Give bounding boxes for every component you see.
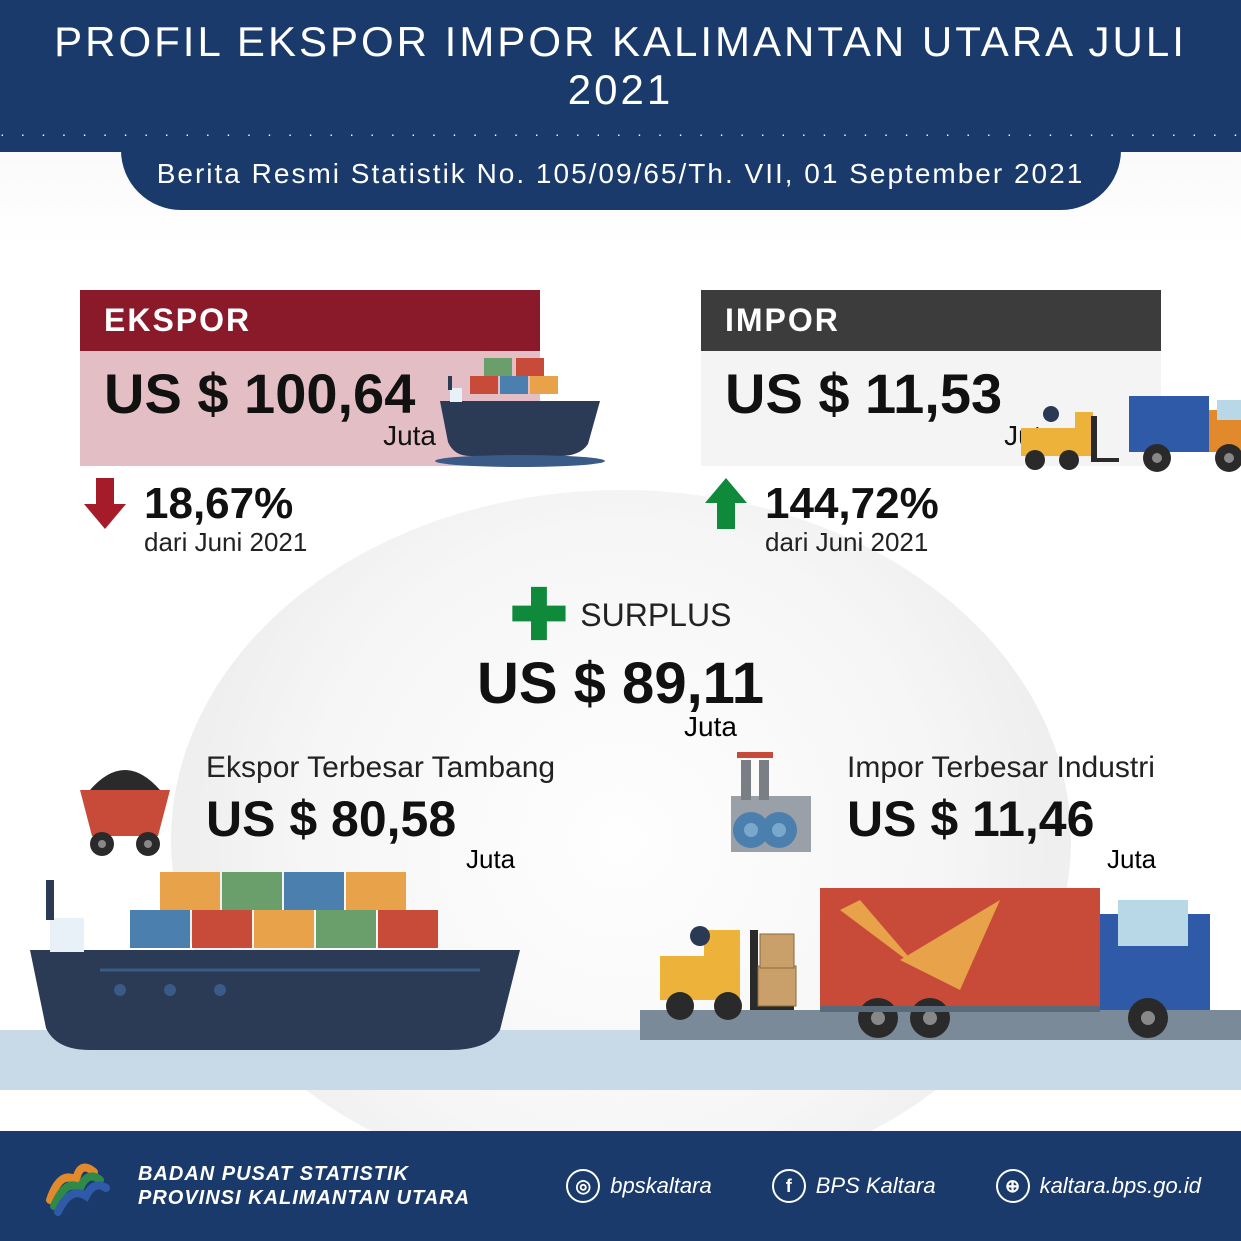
ekspor-sector-label: Ekspor Terbesar Tambang <box>206 750 555 786</box>
instagram-handle: bpskaltara <box>610 1173 712 1199</box>
header-band: PROFIL EKSPOR IMPOR KALIMANTAN UTARA JUL… <box>0 0 1241 152</box>
port-illustration <box>0 840 1241 1090</box>
ekspor-header: EKSPOR <box>80 290 540 351</box>
plus-icon: ✚ <box>510 580 569 650</box>
website-url: kaltara.bps.go.id <box>1040 1173 1201 1199</box>
impor-card: IMPOR US $ 11,53 Juta <box>701 290 1161 558</box>
footer-org: BADAN PUSAT STATISTIK PROVINSI KALIMANTA… <box>138 1162 470 1210</box>
arrow-down-icon <box>80 476 130 531</box>
ekspor-body: US $ 100,64 Juta <box>80 351 540 466</box>
ekspor-change-pct: 18,67% <box>144 479 293 529</box>
impor-header: IMPOR <box>701 290 1161 351</box>
ekspor-card: EKSPOR US $ 100,64 Juta 18,67% <box>80 290 540 558</box>
impor-change-from: dari Juni 2021 <box>765 527 1161 558</box>
forklift-truck-icon <box>1011 356 1241 506</box>
dotted-divider: · · · · · · · · · · · · · · · · · · · · … <box>0 126 1241 142</box>
org-line2: PROVINSI KALIMANTAN UTARA <box>138 1186 470 1210</box>
footer-socials: ◎ bpskaltara f BPS Kaltara ⊕ kaltara.bps… <box>566 1169 1201 1203</box>
website-link[interactable]: ⊕ kaltara.bps.go.id <box>996 1169 1201 1203</box>
facebook-link[interactable]: f BPS Kaltara <box>772 1169 936 1203</box>
instagram-link[interactable]: ◎ bpskaltara <box>566 1169 712 1203</box>
impor-body: US $ 11,53 Juta <box>701 351 1161 466</box>
title: PROFIL EKSPOR IMPOR KALIMANTAN UTARA JUL… <box>0 18 1241 114</box>
impor-change-pct: 144,72% <box>765 479 939 529</box>
impor-sector-label: Impor Terbesar Industri <box>847 750 1156 786</box>
ekspor-change-from: dari Juni 2021 <box>144 527 540 558</box>
footer: BADAN PUSAT STATISTIK PROVINSI KALIMANTA… <box>0 1131 1241 1241</box>
bps-logo-icon <box>40 1150 112 1222</box>
arrow-up-icon <box>701 476 751 531</box>
cargo-ship-icon <box>420 346 620 496</box>
surplus-value: US $ 89,11 <box>477 650 764 717</box>
subtitle: Berita Resmi Statistik No. 105/09/65/Th.… <box>157 158 1085 189</box>
org-line1: BADAN PUSAT STATISTIK <box>138 1162 470 1186</box>
surplus-block: ✚ SURPLUS US $ 89,11 Juta <box>477 580 764 743</box>
instagram-icon: ◎ <box>566 1169 600 1203</box>
facebook-handle: BPS Kaltara <box>816 1173 936 1199</box>
surplus-label: SURPLUS <box>580 597 731 634</box>
subtitle-tab: Berita Resmi Statistik No. 105/09/65/Th.… <box>121 150 1121 210</box>
content: EKSPOR US $ 100,64 Juta 18,67% <box>0 210 1241 1090</box>
facebook-icon: f <box>772 1169 806 1203</box>
globe-icon: ⊕ <box>996 1169 1030 1203</box>
